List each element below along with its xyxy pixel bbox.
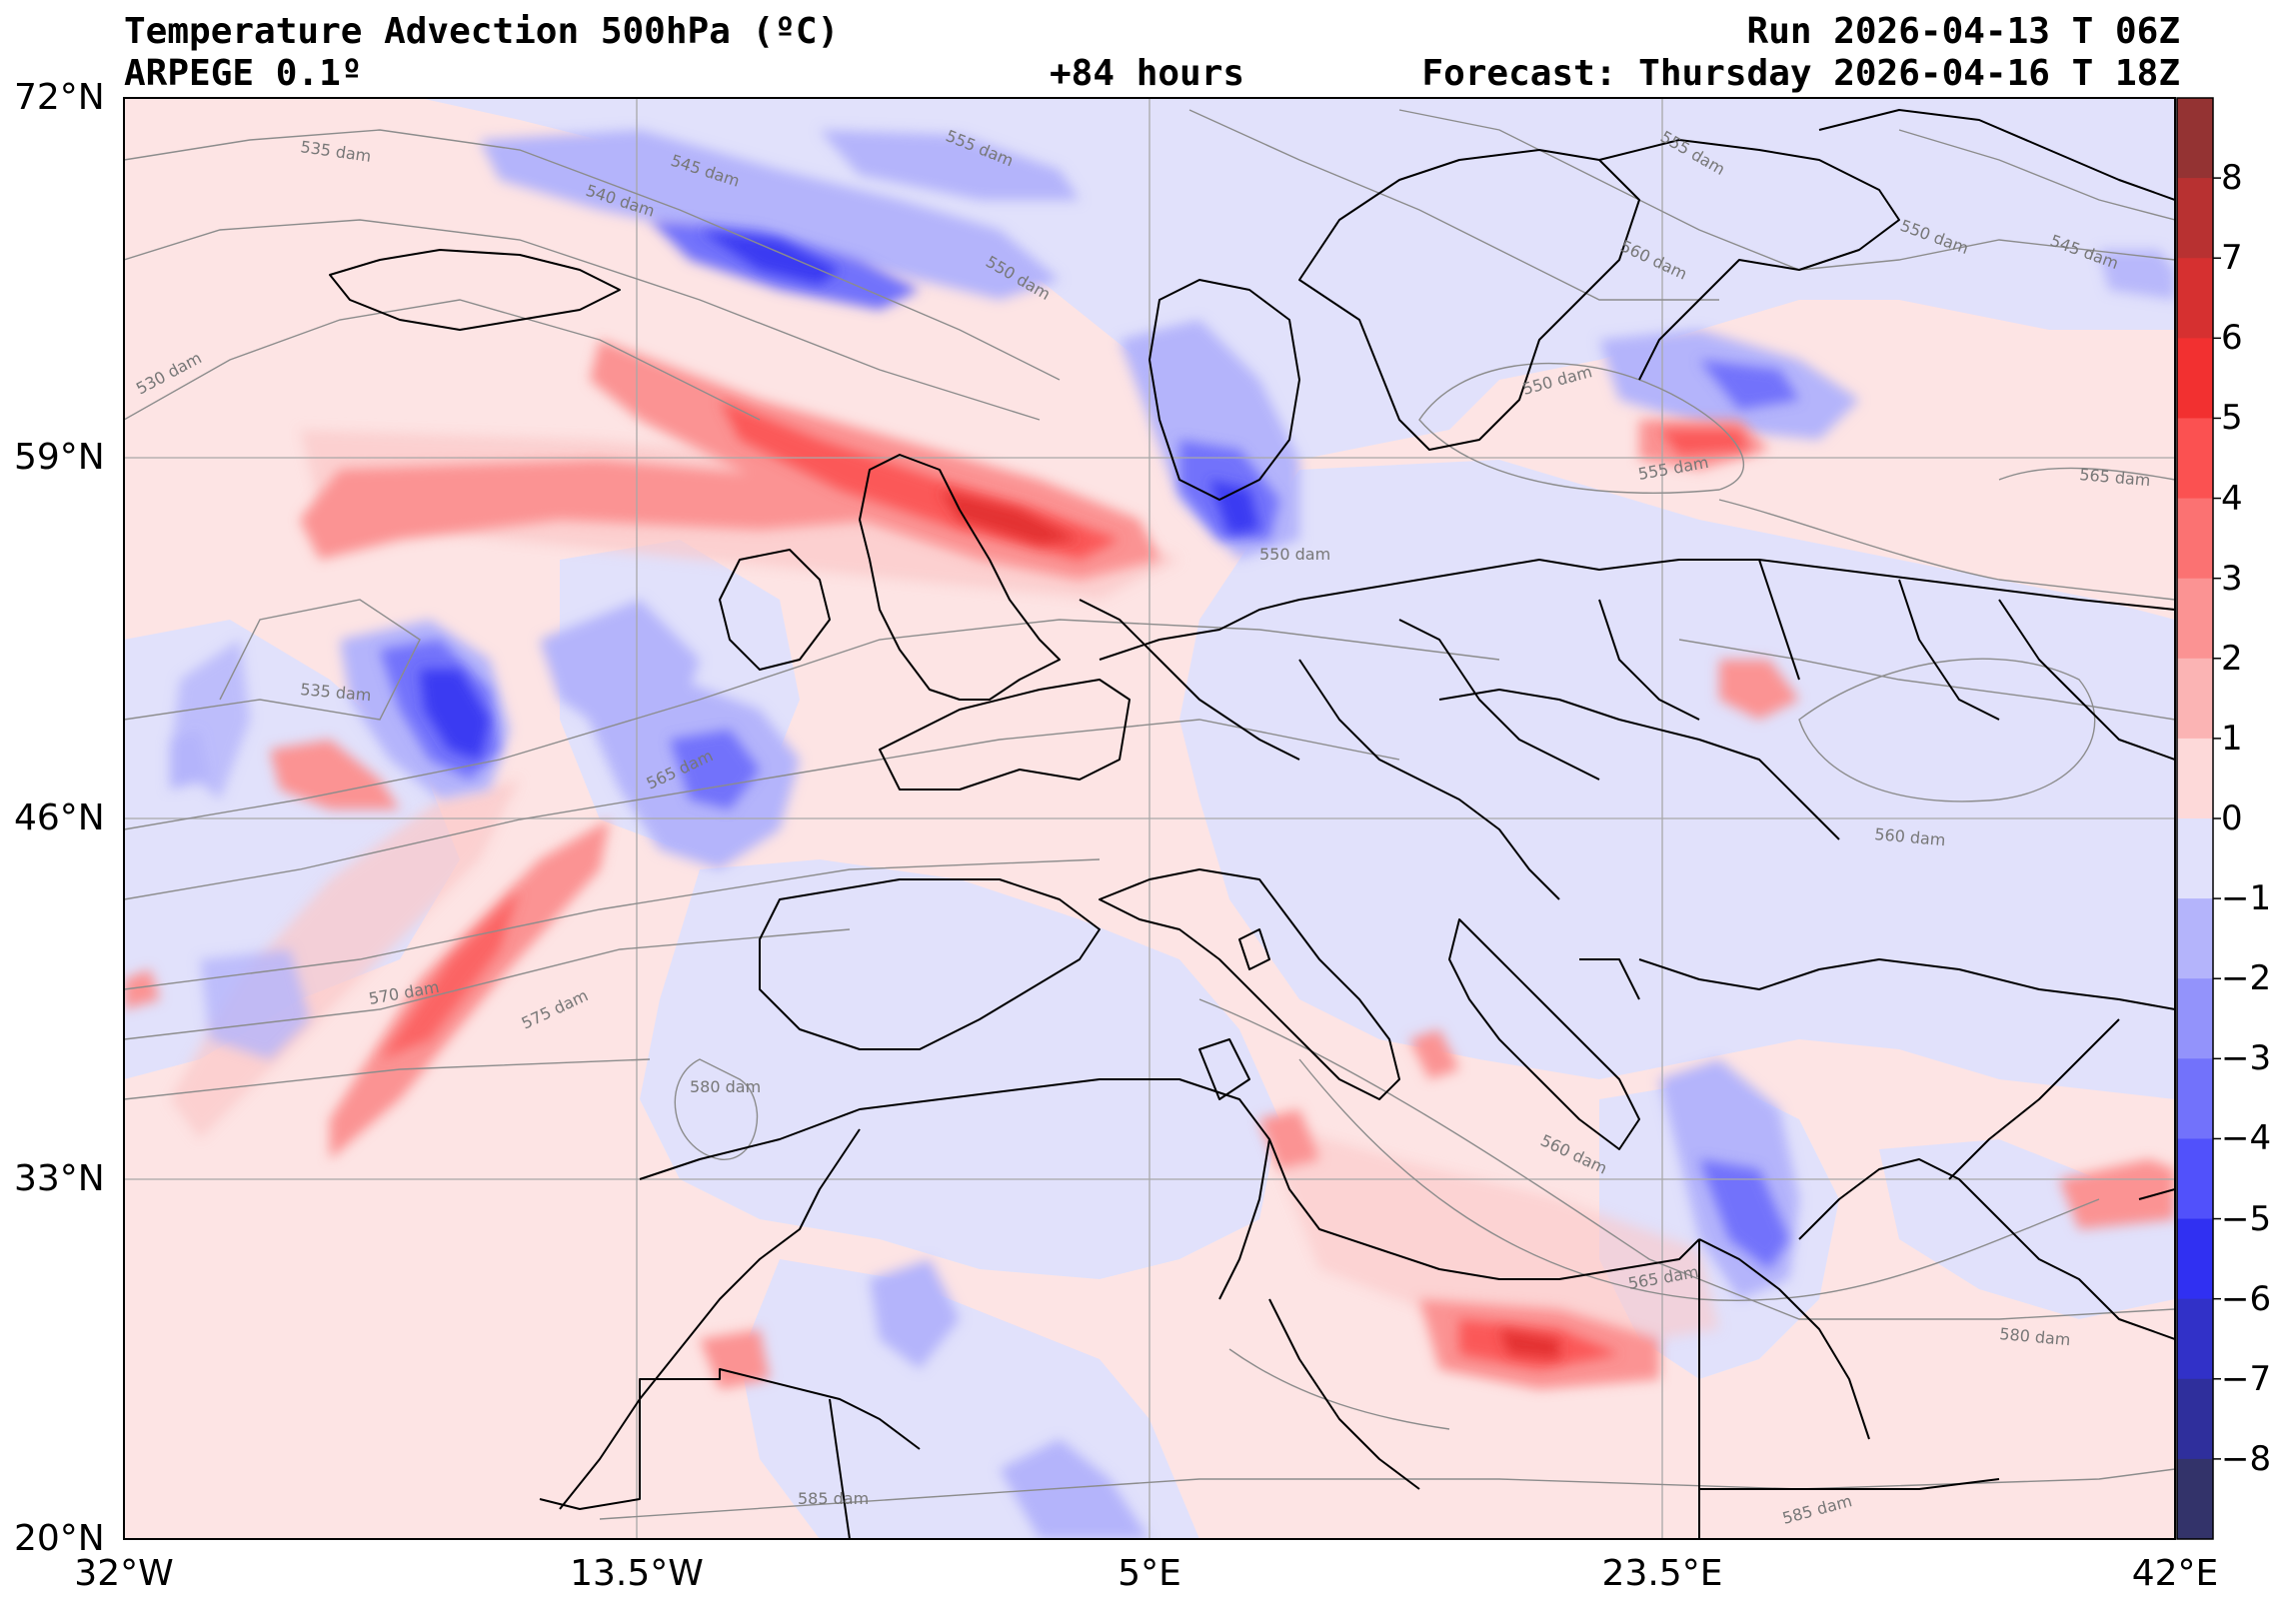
map-title: Temperature Advection 500hPa (ºC) [124,11,840,52]
warm-advection-core [940,490,1559,1359]
colorbar-swatch [2177,338,2213,419]
lat-label-33n: 33°N [14,1158,105,1199]
colorbar-swatch [2177,1378,2213,1460]
colorbar-swatch [2177,818,2213,899]
lon-label-32w: 32°W [74,1553,174,1594]
model-name: ARPEGE 0.1º [124,53,363,94]
map-frame [123,97,2176,1540]
colorbar-tick-label: −2 [2221,958,2272,999]
colorbar-swatch [2177,738,2213,819]
colorbar-tick-label: −7 [2221,1358,2272,1399]
lon-label-13-5w: 13.5°W [570,1553,704,1594]
colorbar-swatch [2177,978,2213,1059]
colorbar-tick-label: −1 [2221,878,2272,919]
colorbar-swatch [2177,498,2213,580]
lon-label-42e: 42°E [2131,1553,2219,1594]
colorbar-swatch [2177,1458,2213,1540]
colorbar-swatch [2177,1218,2213,1300]
colorbar-swatch [2177,578,2213,660]
colorbar-tick-label: 2 [2221,638,2243,679]
colorbar-tick-label: 7 [2221,238,2243,279]
colorbar-tick-label: 5 [2221,398,2243,439]
colorbar-tick-label: −5 [2221,1198,2272,1239]
lon-label-23-5e: 23.5°E [1601,1553,1723,1594]
colorbar-swatch [2177,1138,2213,1220]
colorbar-tick-label: −4 [2221,1118,2272,1159]
colorbar-tick-label: −3 [2221,1038,2272,1079]
contour-label: 580 dam [690,1077,761,1096]
lat-label-59n: 59°N [14,437,105,478]
colorbar-swatch [2177,258,2213,339]
map-panel [124,98,2175,1539]
colorbar-swatch [2177,1058,2213,1139]
colorbar [2176,97,2221,1540]
lead-time: +84 hours [1050,53,1245,94]
colorbar-swatch [2177,1298,2213,1380]
contour-label: 550 dam [1259,545,1330,564]
coastlines [329,109,2175,1539]
lon-label-5e: 5°E [1118,1553,1181,1594]
colorbar-tick-label: −6 [2221,1278,2272,1319]
colorbar-tick-label: 0 [2221,799,2243,838]
colorbar-swatch [2177,658,2213,740]
lat-label-72n: 72°N [14,77,105,118]
colorbar-swatch [2177,898,2213,979]
colorbar-swatch [2177,178,2213,259]
colorbar-tick-label: 3 [2221,558,2243,599]
colorbar-tick-label: 1 [2221,718,2243,759]
forecast-time: Forecast: Thursday 2026-04-16 T 18Z [1421,53,2180,94]
contour-label: 585 dam [798,1489,869,1508]
colorbar-tick-label: −8 [2221,1438,2272,1479]
colorbar-swatch [2177,98,2213,179]
run-time: Run 2026-04-13 T 06Z [1746,11,2180,52]
lat-label-20n: 20°N [14,1518,105,1559]
colorbar-tick-label: 4 [2221,478,2243,519]
colorbar-tick-label: 8 [2221,158,2243,199]
height-contours [124,109,2175,1520]
colorbar-tick-label: 6 [2221,318,2243,359]
cold-advection-core [420,230,1259,760]
lat-label-46n: 46°N [14,798,105,838]
colorbar-swatch [2177,418,2213,500]
